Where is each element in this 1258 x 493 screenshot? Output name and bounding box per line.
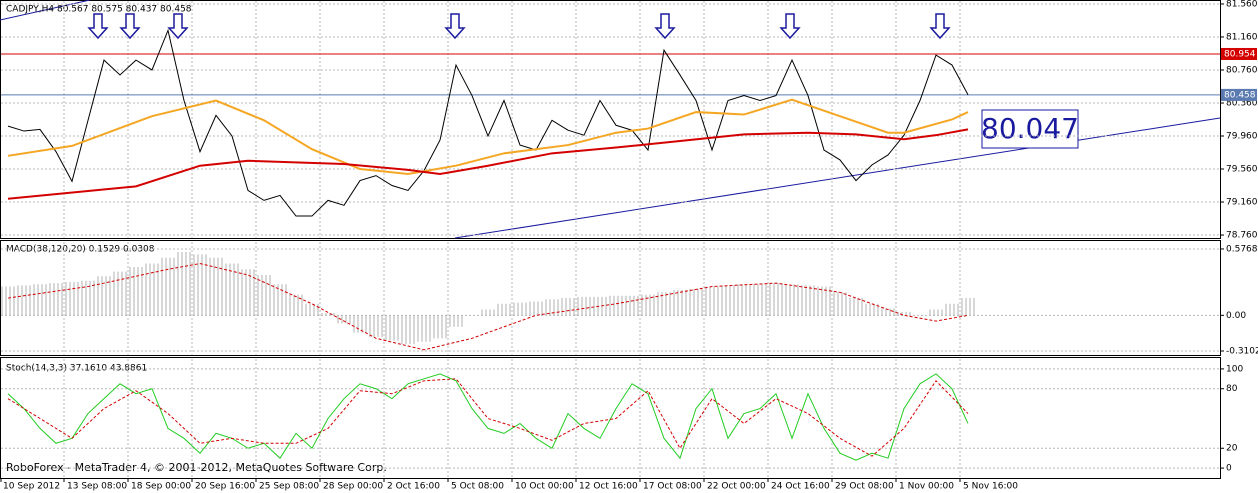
y-tick-label: 81.160 (1226, 32, 1258, 42)
trendline (454, 117, 1221, 239)
y-tick-label: 0 (1226, 464, 1232, 474)
footer: RoboForex - MetaTrader 4, © 2001-2012, M… (6, 461, 387, 474)
series-line (7, 128, 969, 200)
series-line (7, 28, 969, 217)
x-tick-label: 18 Sep 00:00 (131, 482, 191, 492)
x-tick-label: 17 Oct 08:00 (643, 482, 702, 492)
y-tick-label: 80.360 (1226, 98, 1258, 108)
y-tick-label: 79.560 (1226, 165, 1258, 175)
y-tick-label: 100 (1226, 364, 1243, 374)
x-tick-label: 10 Sep 2012 (3, 482, 60, 492)
stoch-panel (0, 357, 1221, 479)
y-tick-label: 79.960 (1226, 132, 1258, 142)
macd-title: MACD(38,120,20) 0.1529 0.0308 (6, 245, 155, 255)
price-label-box (981, 109, 1079, 149)
price-panel (0, 0, 1221, 239)
x-tick-label: 22 Oct 00:00 (707, 482, 766, 492)
y-tick-label: 0.00 (1226, 311, 1246, 321)
x-tick-label: 29 Oct 08:00 (835, 482, 894, 492)
signal-arrow (444, 13, 466, 40)
level-label: 80.954 (1224, 49, 1256, 59)
signal-arrow (654, 13, 676, 40)
signal-arrow (119, 13, 141, 40)
stoch-title: Stoch(14,3,3) 37.1610 43.8861 (6, 364, 147, 374)
y-tick-label: 81.560 (1226, 0, 1258, 9)
price-title: CADJPY,H4 80.567 80.575 80.437 80.458 (6, 5, 192, 15)
trendline (0, 0, 91, 21)
y-tick-label: 20 (1226, 444, 1238, 454)
level-label-bg (1221, 88, 1257, 101)
x-tick-label: 5 Nov 16:00 (963, 482, 1018, 492)
level-label: 80.458 (1224, 90, 1256, 100)
y-tick-label: 80 (1226, 384, 1238, 394)
macd-panel (0, 240, 1221, 356)
x-tick-label: 12 Oct 16:00 (579, 482, 638, 492)
x-tick-label: 2 Oct 16:00 (387, 482, 440, 492)
series-line (7, 373, 969, 461)
y-tick-label: 80.760 (1226, 65, 1258, 75)
x-tick-label: 5 Oct 08:00 (451, 482, 504, 492)
x-tick-label: 24 Oct 16:00 (771, 482, 830, 492)
x-tick-label: 28 Sep 00:00 (323, 482, 383, 492)
signal-arrow (87, 13, 109, 40)
x-tick-label: 1 Nov 00:00 (899, 482, 954, 492)
signal-arrow (779, 13, 801, 40)
y-tick-label: 78.760 (1226, 231, 1258, 241)
y-tick-label: 0.5768 (1226, 244, 1258, 254)
signal-arrow (167, 13, 189, 40)
level-label-bg (1221, 47, 1257, 60)
x-tick-label: 25 Sep 08:00 (259, 482, 319, 492)
x-tick-label: 20 Sep 16:00 (195, 482, 255, 492)
x-tick-label: 13 Sep 08:00 (67, 482, 127, 492)
series-line (7, 263, 969, 351)
signal-arrow (929, 13, 951, 40)
y-tick-label: -0.3102 (1226, 346, 1258, 356)
price-annotation: 80.047 (981, 112, 1079, 145)
y-tick-label: 79.160 (1226, 198, 1258, 208)
series-line (7, 98, 969, 175)
x-tick-label: 10 Oct 00:00 (515, 482, 574, 492)
